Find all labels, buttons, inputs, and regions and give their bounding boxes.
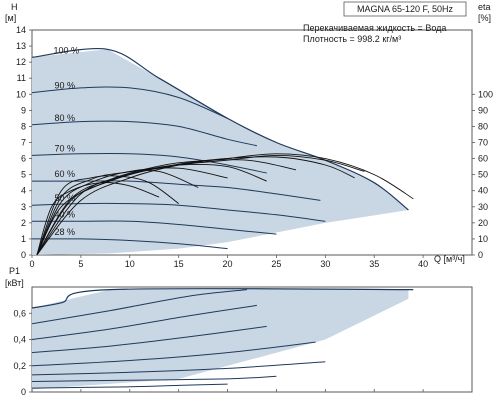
power-curve (32, 375, 277, 382)
x-tick-label: 0 (29, 259, 34, 269)
power-operating-area (32, 289, 409, 390)
x-tick-label: 30 (320, 259, 330, 269)
speed-label: 70 % (54, 143, 75, 153)
efficiency-curve (36, 156, 355, 255)
y-tick-label: 10 (16, 89, 26, 99)
speed-label: 80 % (54, 113, 75, 123)
x-tick-label: 35 (369, 259, 379, 269)
head-curve (32, 152, 267, 174)
efficiency-curve (36, 182, 160, 255)
eta-tick-label: 0 (478, 250, 483, 260)
head-curve (32, 48, 409, 211)
power-curve (32, 325, 267, 354)
eta-tick-label: 30 (478, 202, 488, 212)
p1-axis-unit: [кВт] (5, 278, 24, 288)
eta-tick-label: 40 (478, 186, 488, 196)
eta-tick-label: 20 (478, 218, 488, 228)
power-curve (32, 361, 326, 376)
speed-label: 40 % (54, 209, 75, 219)
eta-tick-label: 10 (478, 234, 488, 244)
power-curve (32, 383, 228, 389)
speed-label: 28 % (54, 227, 75, 237)
fluid-annotation: Перекачиваемая жидкость = Вода (303, 23, 446, 33)
x-tick-label: 10 (125, 259, 135, 269)
p1-tick-label: 0,4 (13, 335, 26, 345)
y-tick-label: 13 (16, 41, 26, 51)
p1-tick-label: 0 (21, 387, 26, 397)
power-curve (32, 288, 414, 309)
speed-label: 50 % (54, 193, 75, 203)
power-curve (32, 304, 257, 340)
efficiency-curve (36, 170, 199, 255)
eta-tick-label: 50 (478, 170, 488, 180)
y-tick-label: 6 (21, 154, 26, 164)
y-tick-label: 5 (21, 170, 26, 180)
x-tick-label: 20 (223, 259, 233, 269)
power-curve (32, 289, 248, 325)
y-tick-label: 2 (21, 218, 26, 228)
p1-tick-label: 0,2 (13, 361, 26, 371)
head-curve (32, 238, 228, 250)
eta-tick-label: 70 (478, 138, 488, 148)
eta-axis-label: eta (478, 2, 491, 12)
power-curve (32, 341, 316, 367)
eta-tick-label: 90 (478, 105, 488, 115)
head-curve (32, 120, 258, 147)
efficiency-curve (36, 163, 267, 255)
speed-label: 100 % (54, 45, 80, 55)
y-tick-label: 8 (21, 121, 26, 131)
eta-axis-unit: [%] (478, 13, 491, 23)
p1-axis-label: P1 (9, 266, 20, 276)
y-tick-label: 0 (21, 250, 26, 260)
h-axis-label: H (11, 2, 18, 12)
p1-tick-label: 0,6 (13, 308, 26, 318)
y-tick-label: 7 (21, 138, 26, 148)
efficiency-curve (36, 154, 365, 255)
density-annotation: Плотность = 998.2 кг/м³ (303, 34, 401, 44)
head-operating-area (32, 49, 409, 255)
y-tick-label: 1 (21, 234, 26, 244)
head-curve (32, 202, 326, 222)
y-tick-label: 14 (16, 25, 26, 35)
y-tick-label: 3 (21, 202, 26, 212)
head-curve (32, 86, 228, 119)
q-axis-label: Q [м³/ч] (434, 254, 465, 264)
chart-title-box (343, 1, 467, 17)
x-tick-label: 40 (418, 259, 428, 269)
eta-tick-label: 100 (478, 89, 493, 99)
y-tick-label: 11 (17, 73, 26, 83)
h-axis-unit: [м] (5, 13, 16, 23)
y-tick-label: 12 (16, 57, 26, 67)
x-tick-label: 25 (271, 259, 281, 269)
x-tick-label: 15 (174, 259, 184, 269)
y-tick-label: 4 (21, 186, 26, 196)
speed-label: 60 % (54, 169, 75, 179)
speed-label: 90 % (54, 81, 75, 91)
eta-tick-label: 80 (478, 121, 488, 131)
head-curve (32, 220, 277, 235)
head-curve (32, 180, 321, 201)
eta-tick-label: 60 (478, 154, 488, 164)
y-tick-label: 9 (21, 105, 26, 115)
x-tick-label: 5 (78, 259, 83, 269)
chart-title: MAGNA 65-120 F, 50Hz (357, 4, 454, 14)
